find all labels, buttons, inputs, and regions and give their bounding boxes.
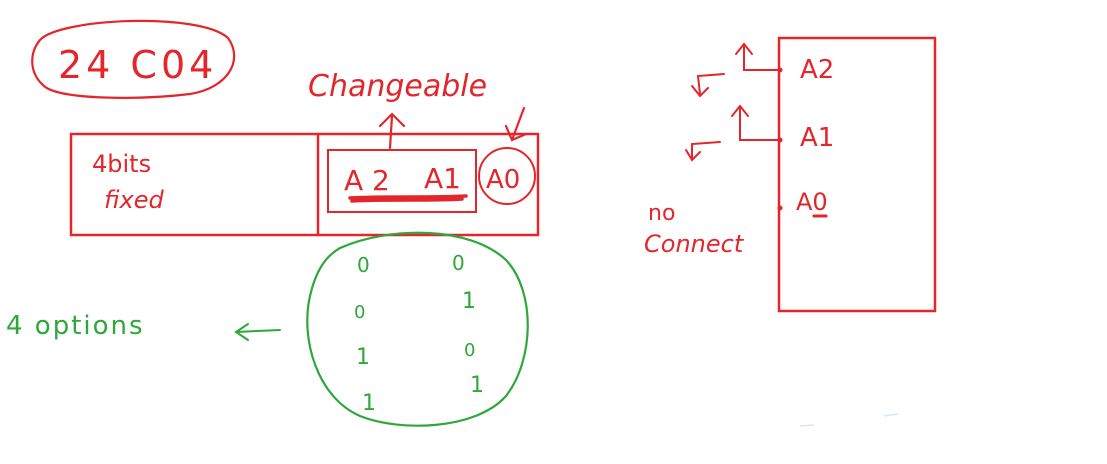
bit-a2: A 2 (344, 164, 390, 197)
chip-body (777, 36, 937, 313)
pin-a2-trace (691, 42, 781, 98)
option-bit: 0 (452, 251, 465, 275)
changeable-bits-box (327, 149, 477, 213)
changeable-group: Changeable (308, 69, 528, 150)
options-circle (306, 231, 529, 427)
option-bit: 0 (357, 253, 370, 277)
title-group: 24 C04 (31, 19, 236, 99)
options-group: 4 options 0 0 1 1 0 1 0 1 (6, 231, 529, 427)
pin-a0-dot (777, 205, 783, 211)
options-col-1: 0 0 1 1 (354, 253, 376, 416)
title-text: 24 C04 (58, 43, 217, 87)
option-bit: 0 (464, 340, 475, 361)
option-bit: 1 (362, 391, 376, 416)
pin-a1-trace (685, 104, 781, 162)
no-connect-label-2: Connect (644, 230, 745, 258)
fixed-bits-label-2: fixed (104, 186, 164, 214)
changeable-label: Changeable (308, 69, 487, 104)
options-col-2: 0 1 0 1 (452, 251, 484, 398)
title-circle (31, 19, 236, 99)
pin-a1-dot (777, 137, 783, 143)
chip-group: A2 A1 A0 no Connect (644, 36, 937, 313)
pin-a0-label: A0 (796, 188, 828, 216)
option-bit: 1 (356, 345, 370, 370)
a2a1-underline (348, 194, 468, 203)
options-arrow (234, 323, 281, 341)
changeable-arrow (378, 112, 406, 150)
pin-a1-label: A1 (800, 123, 834, 153)
option-bit: 0 (354, 302, 365, 323)
option-bit: 1 (462, 289, 476, 314)
pin-a2-label: A2 (800, 55, 834, 85)
bit-a0-circle (478, 147, 536, 205)
fixed-bits-label-1: 4bits (92, 150, 151, 178)
pin-a2-dot (777, 67, 783, 73)
no-connect-label-1: no (648, 201, 675, 226)
bit-a1: A1 (424, 162, 461, 195)
address-box: 4bits fixed A 2 A1 A0 (69, 132, 540, 237)
address-box-outline (69, 132, 540, 237)
bit-a0: A0 (486, 165, 520, 195)
option-bit: 1 (470, 373, 484, 398)
options-label: 4 options (6, 311, 145, 341)
stray-mark (799, 413, 899, 427)
